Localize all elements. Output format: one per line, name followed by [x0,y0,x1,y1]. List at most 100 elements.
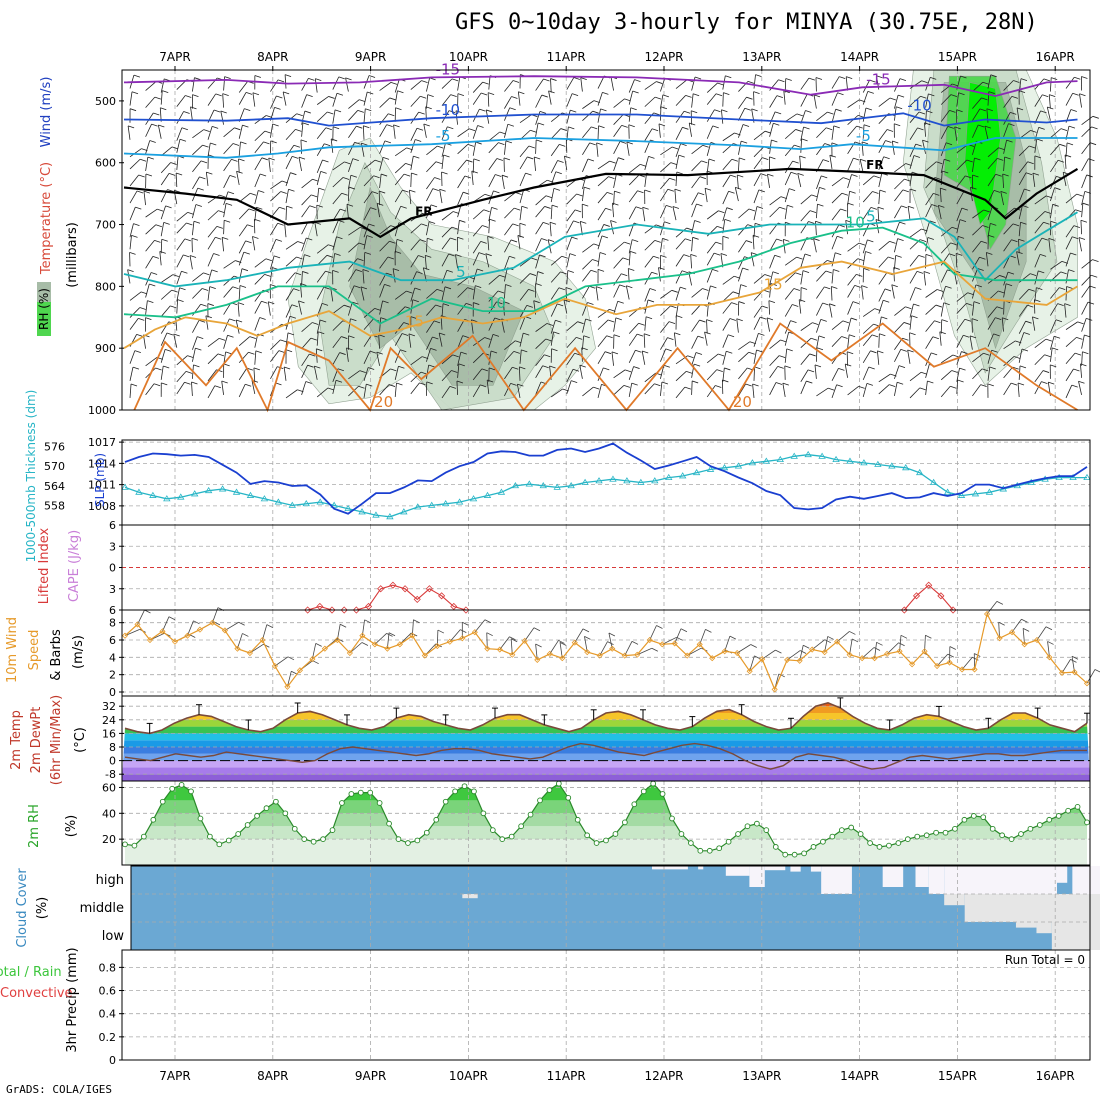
wind-barb-flag [168,173,176,176]
temp-axis-label: 2m Temp [9,710,24,770]
rh-marker [489,827,496,833]
wind-barb-flag [1027,304,1034,308]
wind-speed-marker [421,652,428,659]
wind-barb-flag [236,170,243,174]
wind-barb [332,236,337,251]
rh-marker [216,841,223,848]
wind-barb-flag [865,251,872,254]
wind-barb-flag [358,242,365,246]
wind-barb-flag [1012,366,1019,370]
wind-barb-flag [427,237,434,241]
wind-barb [298,157,302,171]
wind-barb [1086,669,1096,684]
wind-barb-flag [788,188,796,191]
wind-barb [348,258,358,270]
wind-barb [176,155,179,170]
thickness-marker [957,491,966,498]
wind-barb-flag [161,382,168,386]
wind-barb-flag [541,238,548,241]
wind-barb-flag [724,367,731,371]
wind-barb-flag [298,156,306,160]
wind-barb-flag [721,109,728,113]
wind-barb [410,128,418,141]
wind-barb-flag [296,256,303,260]
wind-barb-flag [701,160,708,164]
thickness-marker [330,501,338,508]
wind-barb-flag [523,332,530,336]
wind-barb [457,352,462,366]
wind-barb-flag [409,189,416,193]
wind-barb-flag [465,303,473,306]
wind-barb [175,172,178,188]
wind-barb-flag [448,110,456,113]
wind-barb [894,238,898,253]
wind-barb [145,140,151,154]
wind-barb [253,367,256,382]
wind-barb-flag [642,206,649,210]
wind-barb-flag [634,79,641,82]
wind-barb-flag [875,219,883,222]
wind-barb [749,655,755,672]
wind-barb-flag [920,95,927,99]
date-label-top: 8APR [257,50,288,64]
wind-barb-flag [632,239,639,242]
wind-barb-flag [229,175,236,178]
wind-barb-flag [800,287,808,290]
wind-speed-marker [996,635,1003,642]
wind-barb-flag [669,177,676,181]
date-label-bottom: 8APR [257,1069,288,1083]
wind-barb [345,77,349,92]
li-marker [364,602,373,611]
wind-barb-flag [764,130,772,134]
wind-barb-flag [291,304,298,308]
wind-barb-flag [243,251,250,255]
wind-barb [847,157,854,172]
wind-barb-flag [288,188,295,192]
wind-barb-flag [623,385,631,388]
wind-barb [675,127,683,140]
wind-barb [628,239,633,254]
wind-barb-flag [653,255,660,259]
wind-barb [316,188,320,203]
wind-barb [129,174,139,187]
wind-barb [207,269,213,284]
temp-band [122,726,1090,734]
wind-speed-marker [946,659,953,666]
wind-barb-flag [473,158,480,162]
wind-barb-flag [389,240,396,244]
wind-barb-flag [662,238,669,241]
temp-band [122,767,1090,775]
wind-barb [192,129,204,139]
wind-barb [800,221,809,234]
wind-barb [176,271,182,285]
wind-barb [207,253,214,267]
date-label-top: 15APR [938,50,977,64]
wind-barb [207,93,217,106]
wind-barb-flag [170,162,177,165]
wind-barb [1018,161,1028,174]
wind-barb [301,271,303,286]
rh-marker [518,823,524,830]
wind-barb-flag [525,172,532,176]
wind-barb-flag [224,76,231,79]
wind-barb [566,380,572,395]
wind-barb-flag [337,368,344,372]
wind-barb-flag [565,287,573,290]
wind-barb-flag [1066,286,1073,289]
wind-barb [270,350,280,363]
wind-barb-flag [511,96,518,99]
wind-barb [488,219,490,234]
wind-barb [363,318,374,330]
wind-barb [254,141,264,154]
wind-barb-flag [1000,190,1007,194]
wind-barb [238,81,248,93]
wind-barb [940,94,952,105]
pressure-tick-label: 800 [95,280,116,293]
wind-barb-flag [950,385,957,389]
wind-barb-flag [897,238,904,242]
wind-barb [535,139,537,154]
wind-barb-flag [486,632,493,637]
wind-barb-flag [913,155,921,158]
wind-speed-marker [296,667,303,674]
wind-barb-flag [853,157,860,161]
